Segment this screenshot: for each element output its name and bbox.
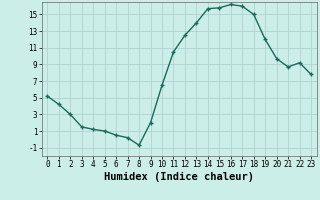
- X-axis label: Humidex (Indice chaleur): Humidex (Indice chaleur): [104, 172, 254, 182]
